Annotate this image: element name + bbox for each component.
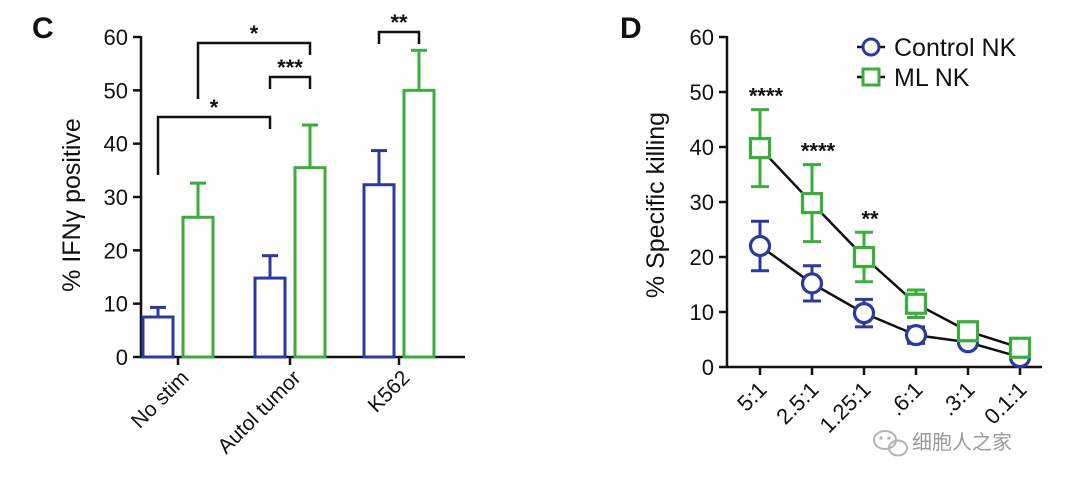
significance-label: *** — [277, 55, 303, 80]
series-line-control — [759, 244, 1021, 359]
panel-d-x-tick-label: 0.1:1 — [979, 377, 1031, 429]
panel-c-y-tick-label: 40 — [104, 132, 128, 157]
significance-label: ** — [390, 10, 408, 35]
panel-d-y-tick-label: 0 — [702, 355, 714, 380]
bar-ml — [402, 88, 436, 359]
panel-d-x-tick-label: 1.25:1 — [815, 377, 876, 438]
panel-d-y-tick-label: 40 — [690, 135, 714, 160]
bar-ml — [293, 166, 327, 359]
panel-d-letter: D — [620, 12, 642, 45]
panel-d-y-axis-title: % Specific killing — [642, 112, 670, 298]
panel-d-x-tick-label: .3:1 — [936, 377, 980, 421]
bar-control — [141, 315, 175, 359]
significance-bracket — [156, 115, 272, 175]
panel-c-letter: C — [32, 12, 54, 45]
panel-d-y-tick-label: 10 — [690, 300, 714, 325]
significance-label: * — [250, 21, 259, 46]
data-point-ml — [852, 245, 876, 269]
panel-d-y-tick-label: 20 — [690, 245, 714, 270]
data-point-ml — [956, 320, 980, 343]
watermark-text: 细胞人之家 — [912, 430, 1012, 454]
legend-ml-label: ML NK — [894, 64, 970, 92]
data-point-ml — [800, 192, 824, 215]
panel-c-y-tick-label: 0 — [116, 345, 128, 370]
panel-d-significance: ********** — [749, 84, 879, 232]
panel-c-y-axis-title: % IFNγ positive — [58, 118, 86, 292]
data-point-control — [748, 234, 772, 258]
data-point-ml — [904, 292, 928, 315]
panel-d-legend: Control NK ML NK — [857, 34, 1017, 92]
significance-bracket — [268, 75, 312, 89]
legend-ml-marker — [861, 67, 881, 87]
data-point-ml — [748, 137, 772, 160]
panel-d-y-tick-label: 50 — [690, 80, 714, 105]
wechat-icon — [873, 430, 908, 457]
legend-control-label: Control NK — [894, 34, 1017, 62]
panel-c-y-tick-label: 60 — [104, 25, 128, 50]
panel-c-y-tick-label: 10 — [104, 292, 128, 317]
significance-bracket — [196, 41, 312, 99]
data-point-control — [852, 302, 876, 325]
significance-label: * — [210, 95, 219, 120]
data-point-control — [800, 272, 824, 295]
series-line-ml — [759, 147, 1021, 349]
significance-label: ** — [861, 206, 879, 231]
panel-d-y-tick-label: 60 — [690, 25, 714, 50]
panel-c-x-tick-label: No stim — [127, 366, 194, 433]
panel-c-y-tick-label: 20 — [104, 238, 128, 263]
panel-c-x-tick-label: Autol tumor — [213, 366, 305, 458]
bar-control — [253, 276, 287, 359]
panel-c-x-tick-label: K562 — [364, 366, 415, 417]
significance-label: **** — [749, 84, 784, 109]
bar-ml — [181, 215, 215, 359]
panel-d-x-tick-label: .6:1 — [884, 377, 928, 421]
bar-control — [362, 183, 396, 359]
data-point-control — [904, 324, 928, 347]
significance-bracket — [377, 30, 421, 44]
panel-c-bars — [141, 48, 436, 359]
panel-c-significance: ******* — [156, 10, 421, 175]
significance-label: **** — [801, 139, 836, 164]
panel-d-x-tick-label: 5:1 — [732, 377, 771, 416]
panel-d-lines — [748, 108, 1032, 369]
legend-control-marker — [861, 37, 881, 57]
panel-d-y-tick-label: 30 — [690, 190, 714, 215]
panel-c-y-tick-label: 30 — [104, 185, 128, 210]
data-point-ml — [1008, 336, 1032, 359]
panel-c-y-tick-label: 50 — [104, 78, 128, 103]
watermark: 细胞人之家 — [873, 430, 1012, 457]
